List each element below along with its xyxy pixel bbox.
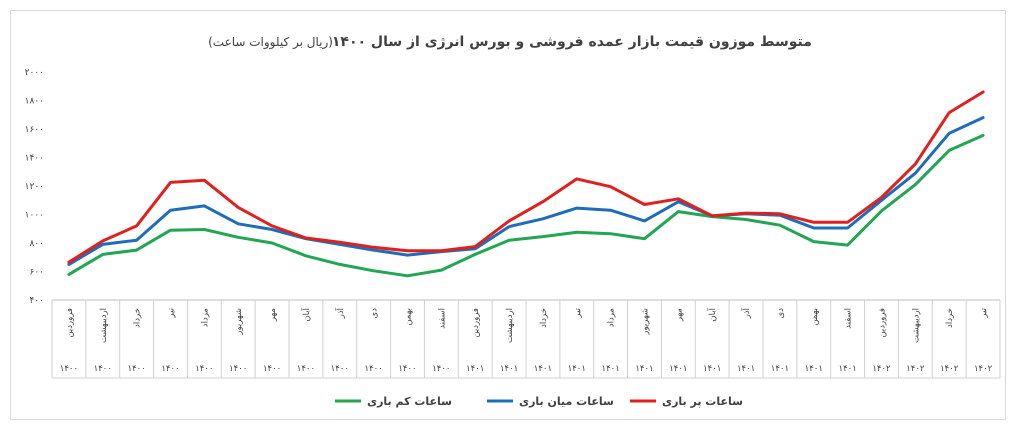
axes: ۴۰۰ ۶۰۰ ۸۰۰ ۱۰۰۰ ۱۲۰۰ ۱۴۰۰ ۱۶۰۰ ۱۸۰۰ ۲۰۰۰ فروردین… [25, 68, 1001, 379]
legend: ساعات کم باری ساعات میان باری ساعات پر بار… [335, 395, 743, 408]
y-tick-label: ۲۰۰۰ [25, 68, 44, 78]
series-line-1 [67, 133, 985, 278]
x-tick-label: آذر [740, 307, 752, 319]
x-tick-label: اردیبهشت [505, 308, 515, 343]
x-tick-label: دی [776, 308, 786, 319]
x-tick-label: مرداد [607, 308, 617, 327]
y-tick-label: ۸۰۰ [29, 239, 44, 249]
x-tick-label: مرداد [200, 308, 210, 327]
x-year-label: ۱۴۰۱ [466, 364, 484, 374]
chart-title: متوسط موزون قیمت بازار عمده فروشی و بورس… [208, 34, 812, 50]
series-line-3 [67, 90, 985, 264]
x-year-label: ۱۴۰۲ [974, 364, 993, 374]
x-tick-label: بهمن [404, 308, 414, 326]
x-year-label: ۱۴۰۰ [195, 364, 213, 374]
x-year-label: ۱۴۰۰ [128, 364, 146, 374]
x-year-label: ۱۴۰۱ [669, 364, 687, 374]
x-tick-label: شهریور [641, 308, 651, 336]
x-tick-label: فروردین [65, 308, 75, 338]
x-tick-label: تیر [979, 307, 989, 318]
x-year-label: ۱۴۰۰ [229, 364, 247, 374]
y-tick-label: ۱۲۰۰ [25, 182, 44, 192]
x-tick-label: فروردین [471, 308, 481, 338]
x-tick-label: آذر [334, 307, 346, 319]
x-year-label: ۱۴۰۱ [568, 364, 586, 374]
y-tick-label: ۶۰۰ [29, 268, 44, 278]
x-tick-label: خرداد [133, 308, 143, 328]
x-year-label: ۱۴۰۰ [365, 364, 383, 374]
x-year-label: ۱۴۰۱ [703, 364, 721, 374]
x-tick-label: تیر [167, 307, 177, 318]
x-tick-label: مهر [674, 308, 684, 322]
legend-label: ساعات کم باری [367, 395, 452, 408]
x-year-label: ۱۴۰۰ [60, 364, 78, 374]
y-tick-label: ۱۴۰۰ [25, 154, 44, 164]
x-tick-label: تیر [573, 307, 583, 318]
x-year-label: ۱۴۰۱ [602, 364, 620, 374]
chart-frame [10, 10, 1006, 420]
x-year-label: ۱۴۰۰ [331, 364, 349, 374]
y-tick-label: ۱۰۰۰ [25, 211, 44, 221]
x-year-label: ۱۴۰۱ [635, 364, 653, 374]
x-year-label: ۱۴۰۲ [872, 364, 891, 374]
x-tick-label: اسفند [844, 308, 854, 329]
x-year-label: ۱۴۰۰ [398, 364, 416, 374]
y-tick-label: ۴۰۰ [29, 296, 44, 306]
x-year-label: ۱۴۰۱ [839, 364, 857, 374]
x-year-label: ۱۴۰۱ [805, 364, 823, 374]
x-year-label: ۱۴۰۱ [771, 364, 789, 374]
series-lines [67, 90, 985, 278]
legend-label: ساعات میان باری [519, 395, 614, 408]
x-tick-label: مهر [268, 308, 278, 322]
x-tick-label: خرداد [539, 308, 549, 328]
x-year-label: ۱۴۰۱ [500, 364, 518, 374]
y-tick-label: ۱۸۰۰ [25, 97, 44, 107]
legend-label: ساعات پر باری [662, 395, 743, 408]
x-year-label: ۱۴۰۰ [263, 364, 281, 374]
x-tick-label: اسفند [437, 308, 447, 329]
x-tick-label: فروردین [878, 308, 888, 338]
x-year-label: ۱۴۰۰ [297, 364, 315, 374]
x-tick-label: دی [370, 308, 380, 319]
x-tick-label: آبان [706, 307, 718, 321]
x-tick-label: بهمن [810, 308, 820, 326]
series-line-2 [67, 116, 985, 266]
x-year-label: ۱۴۰۲ [906, 364, 925, 374]
x-year-label: ۱۴۰۰ [94, 364, 112, 374]
x-tick-label: خرداد [945, 308, 955, 328]
x-year-label: ۱۴۰۰ [161, 364, 179, 374]
x-tick-label: شهریور [234, 308, 244, 336]
y-tick-label: ۱۶۰۰ [25, 125, 44, 135]
x-tick-label: اردیبهشت [911, 308, 921, 343]
x-year-label: ۱۴۰۱ [534, 364, 552, 374]
x-tick-label: آبان [300, 307, 312, 321]
x-year-label: ۱۴۰۲ [940, 364, 959, 374]
x-tick-label: اردیبهشت [99, 308, 109, 343]
x-year-label: ۱۴۰۱ [737, 364, 755, 374]
x-year-label: ۱۴۰۰ [432, 364, 450, 374]
